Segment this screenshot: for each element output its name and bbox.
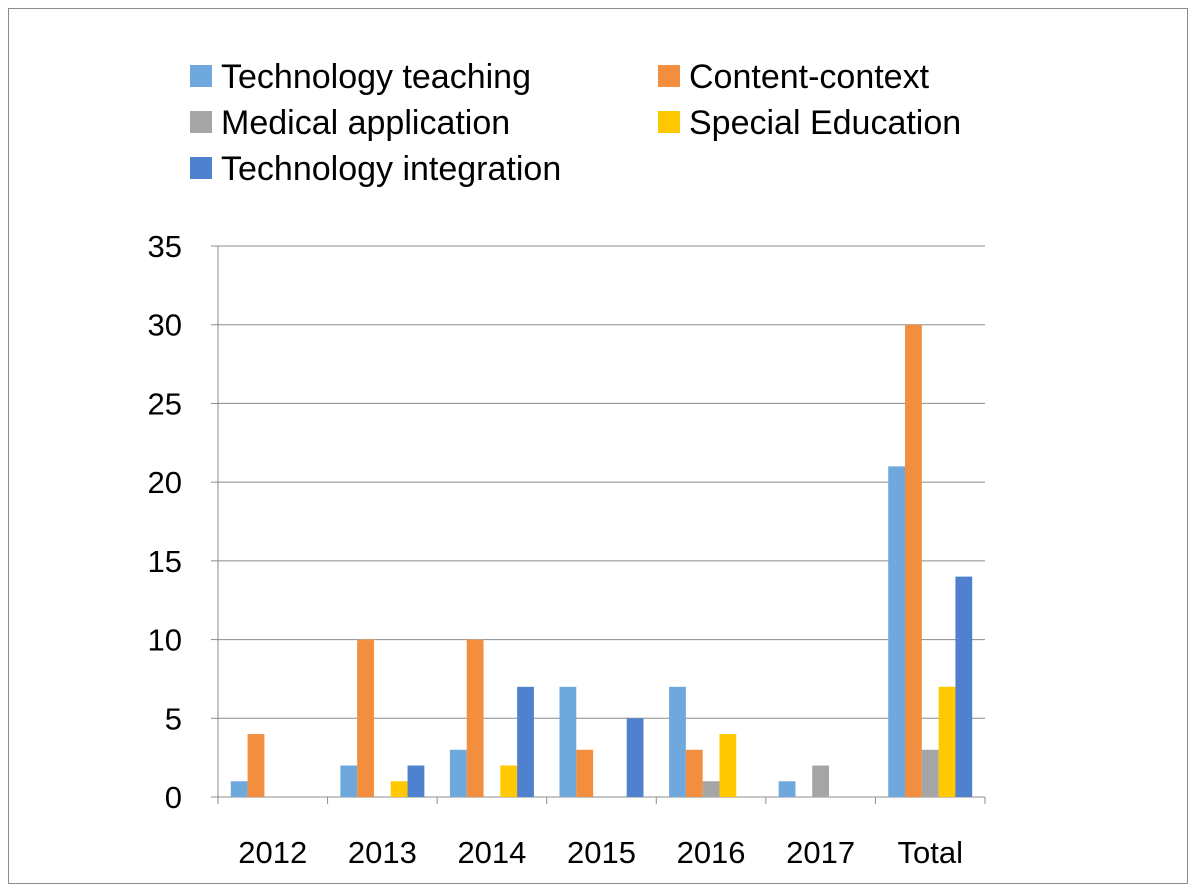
legend-swatch <box>190 111 212 133</box>
legend-swatch <box>658 111 680 133</box>
legend-label: Content-context <box>689 58 930 96</box>
bar-technology-integration-2014 <box>517 686 534 797</box>
chart-frame <box>8 8 1188 884</box>
bar-special-education-total <box>938 686 956 797</box>
x-tick-label: 2016 <box>677 835 746 870</box>
bar-medical-application-2016 <box>702 781 720 797</box>
legend-label: Medical application <box>221 104 510 142</box>
y-tick-label: 30 <box>148 308 182 343</box>
legend-label: Technology integration <box>221 150 561 188</box>
bar-technology-integration-total <box>955 576 973 797</box>
bar-technology-integration-2013 <box>407 765 425 797</box>
x-tick-label: 2014 <box>457 835 526 870</box>
y-tick-label: 25 <box>148 386 182 421</box>
bar-technology-teaching-2015 <box>559 686 577 797</box>
bar-technology-teaching-2014 <box>449 749 467 797</box>
y-tick-label: 0 <box>165 780 182 815</box>
y-tick-label: 20 <box>148 465 182 500</box>
bar-special-education-2016 <box>719 734 737 797</box>
bar-technology-teaching-total <box>888 466 906 797</box>
bar-medical-application-total <box>921 749 939 797</box>
y-tick-label: 5 <box>165 701 182 736</box>
bar-content-context-2016 <box>685 749 703 797</box>
x-tick-label: Total <box>897 835 962 870</box>
y-tick-label: 35 <box>148 229 182 264</box>
bar-special-education-2013 <box>390 781 408 797</box>
legend-swatch <box>658 65 680 87</box>
bar-content-context-2012 <box>247 734 265 797</box>
bar-medical-application-2017 <box>812 765 830 797</box>
y-tick-label: 15 <box>148 544 182 579</box>
legend-swatch <box>190 65 212 87</box>
bar-content-context-total <box>905 324 922 797</box>
bar-special-education-2014 <box>500 765 518 797</box>
bar-content-context-2014 <box>466 639 484 797</box>
bar-technology-teaching-2017 <box>778 781 796 797</box>
bar-technology-teaching-2016 <box>669 686 686 797</box>
legend-label: Technology teaching <box>221 58 531 96</box>
bar-technology-teaching-2012 <box>230 781 248 797</box>
bar-technology-integration-2015 <box>626 718 644 797</box>
x-tick-label: 2012 <box>238 835 307 870</box>
legend-label: Special Education <box>689 104 961 142</box>
x-tick-label: 2013 <box>348 835 417 870</box>
bar-technology-teaching-2013 <box>340 765 358 797</box>
x-tick-label: 2015 <box>567 835 636 870</box>
legend-swatch <box>190 157 212 179</box>
bar-content-context-2015 <box>576 749 594 797</box>
x-tick-label: 2017 <box>786 835 855 870</box>
bar-content-context-2013 <box>357 639 374 797</box>
y-tick-label: 10 <box>148 623 182 658</box>
